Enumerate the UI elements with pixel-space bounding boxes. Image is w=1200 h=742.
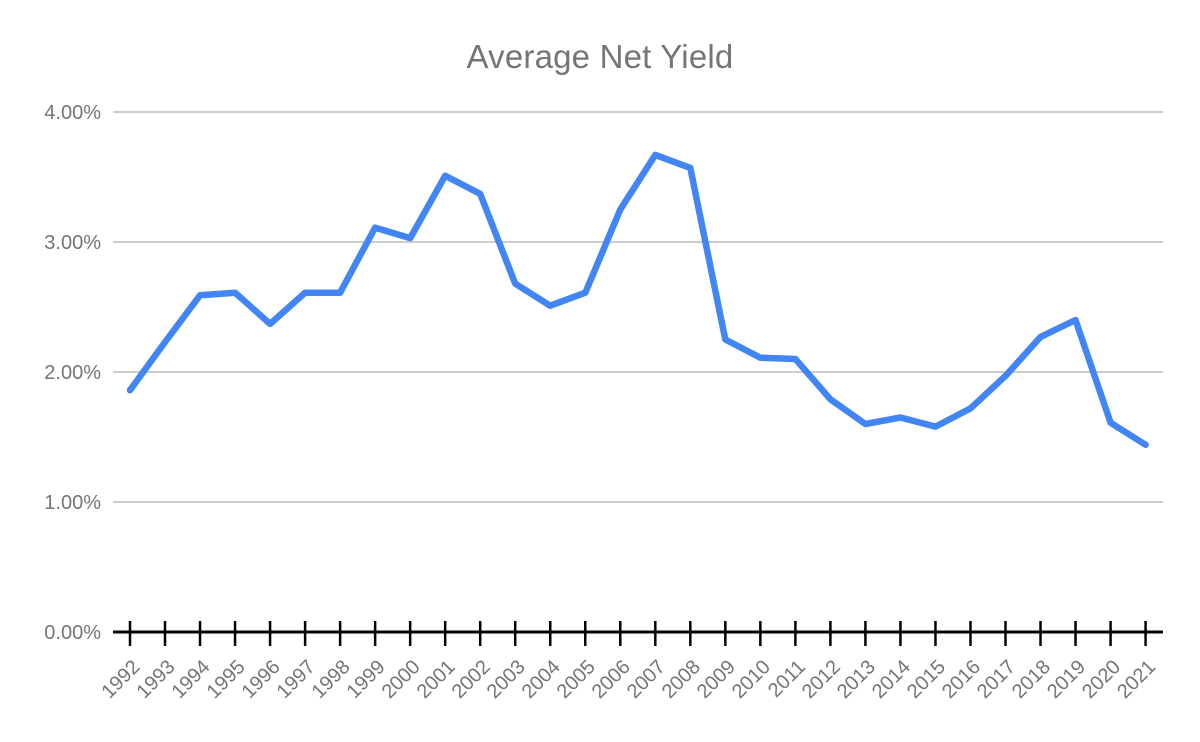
x-axis-tick-label: 2005 bbox=[553, 656, 600, 703]
x-axis-tick-label: 2002 bbox=[448, 656, 495, 703]
y-axis-tick-label: 3.00% bbox=[44, 232, 101, 254]
x-axis-tick-label: 2004 bbox=[518, 656, 565, 703]
x-axis-tick-label: 1994 bbox=[168, 656, 215, 703]
x-axis-tick-label: 1995 bbox=[203, 656, 250, 703]
x-axis-tick-label: 2017 bbox=[973, 656, 1020, 703]
y-axis-tick-label: 2.00% bbox=[44, 362, 101, 384]
x-axis-tick-label: 2008 bbox=[658, 656, 705, 703]
x-axis-tick-label: 1993 bbox=[133, 656, 180, 703]
x-axis-tick-label: 2016 bbox=[938, 656, 985, 703]
x-axis-tick-label: 2010 bbox=[728, 656, 775, 703]
x-axis-tick-label: 2007 bbox=[623, 656, 670, 703]
x-axis-tick-label: 2006 bbox=[588, 656, 635, 703]
x-axis-tick-label: 2021 bbox=[1113, 656, 1160, 703]
y-axis-tick-label: 0.00% bbox=[44, 622, 101, 644]
x-axis-tick-label: 2014 bbox=[868, 656, 915, 703]
x-axis-tick-label: 2015 bbox=[903, 656, 950, 703]
x-axis-tick-label: 2001 bbox=[413, 656, 460, 703]
x-axis-tick-label: 2009 bbox=[693, 656, 740, 703]
x-axis-tick-label: 2020 bbox=[1078, 656, 1125, 703]
x-axis-tick-label: 2019 bbox=[1043, 656, 1090, 703]
x-axis-tick-label: 1992 bbox=[98, 656, 145, 703]
x-axis-tick-label: 1999 bbox=[343, 656, 390, 703]
x-axis-tick-label: 1998 bbox=[308, 656, 355, 703]
x-axis-tick-label: 2013 bbox=[833, 656, 880, 703]
x-axis-tick-label: 1997 bbox=[273, 656, 320, 703]
x-axis-tick-label: 2018 bbox=[1008, 656, 1055, 703]
x-axis-tick-label: 2011 bbox=[764, 656, 810, 702]
y-axis-tick-label: 4.00% bbox=[44, 102, 101, 124]
y-axis-tick-label: 1.00% bbox=[44, 492, 101, 514]
x-axis-tick-label: 2000 bbox=[378, 656, 425, 703]
x-axis-tick-label: 2003 bbox=[483, 656, 530, 703]
chart-title: Average Net Yield bbox=[466, 38, 734, 75]
x-axis-tick-label: 2012 bbox=[798, 656, 845, 703]
series-line-average-net-yield bbox=[126, 151, 1149, 449]
x-axis-tick-label: 1996 bbox=[238, 656, 285, 703]
